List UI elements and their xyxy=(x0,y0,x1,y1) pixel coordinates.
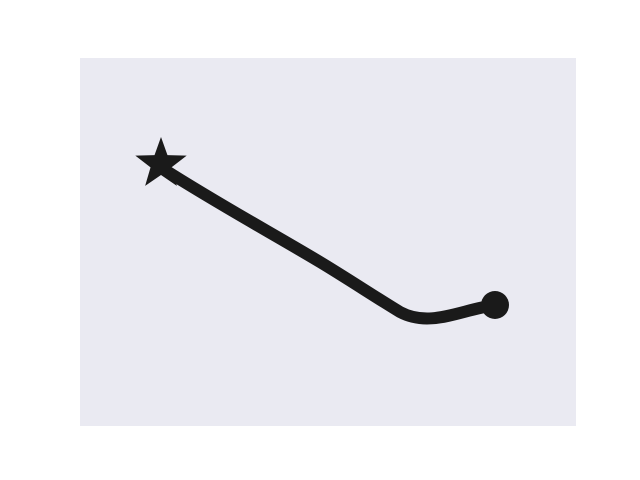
circle-dot-icon xyxy=(481,291,509,319)
curved-path-line xyxy=(159,164,501,325)
star-icon xyxy=(135,137,187,186)
plot-panel xyxy=(80,58,576,426)
